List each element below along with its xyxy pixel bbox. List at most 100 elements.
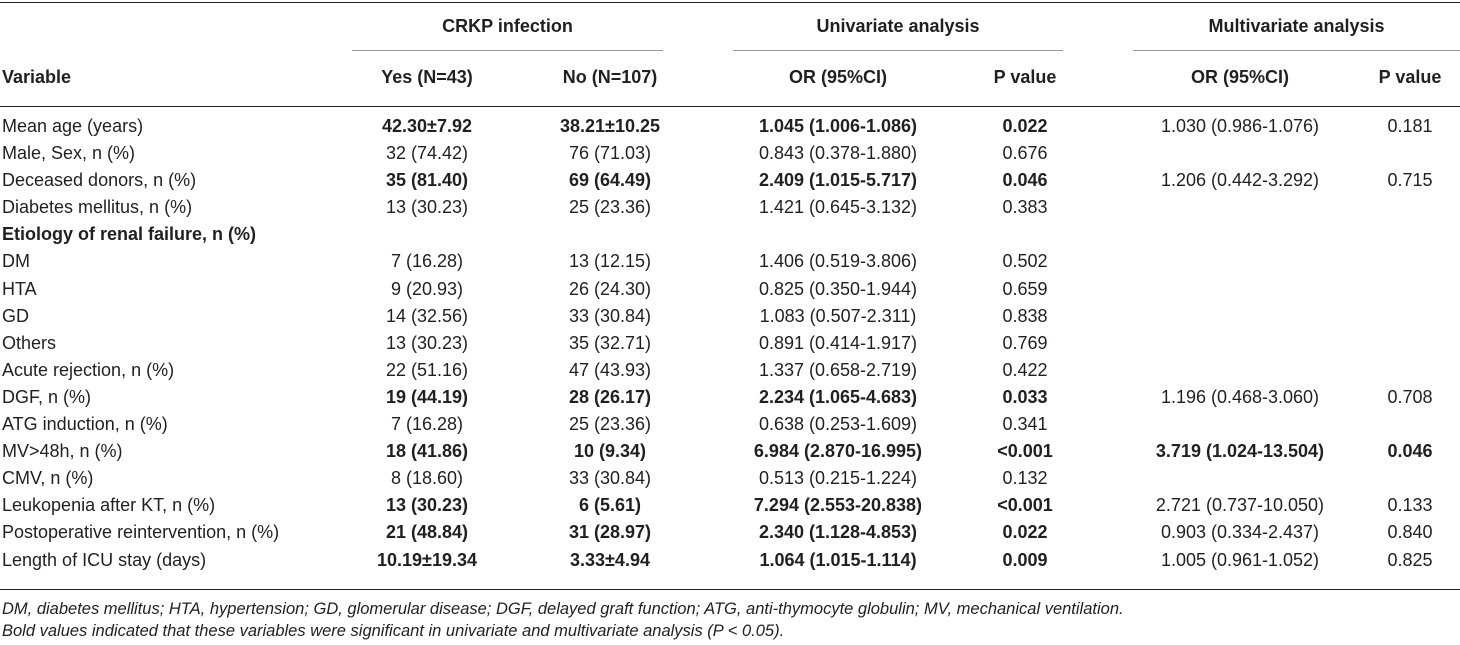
cell-uni-p: 0.009 — [1002, 549, 1048, 570]
cell-uni-or: 0.638 (0.253-1.609) — [758, 414, 918, 435]
cell-multi-or: 1.196 (0.468-3.060) — [1160, 386, 1320, 407]
cell-variable: Male, Sex, n (%) — [2, 143, 136, 164]
cell-yes: 42.30±7.92 — [382, 116, 472, 136]
cell-no: 47 (43.93) — [568, 359, 652, 380]
cell-multi-p: 0.715 — [1387, 170, 1433, 191]
group-header-multivariate: Multivariate analysis — [1208, 16, 1385, 36]
cell-multi-or: 1.030 (0.986-1.076) — [1160, 116, 1320, 136]
group-header-crkp: CRKP infection — [442, 16, 573, 36]
cell-variable: Etiology of renal failure, n (%) — [2, 224, 257, 245]
cell-variable: Acute rejection, n (%) — [2, 359, 175, 380]
table-row: MV>48h, n (%) 18 (41.86) 10 (9.34) 6.984… — [0, 438, 1460, 465]
cell-variable: MV>48h, n (%) — [2, 441, 123, 462]
cell-no: 13 (12.15) — [568, 251, 652, 272]
cell-variable: Deceased donors, n (%) — [2, 170, 197, 191]
cell-no: 6 (5.61) — [578, 495, 642, 516]
cell-uni-or: 0.513 (0.215-1.224) — [758, 468, 918, 489]
cell-uni-p: 0.659 — [1002, 278, 1048, 299]
cell-uni-or: 0.825 (0.350-1.944) — [758, 278, 918, 299]
cell-yes: 14 (32.56) — [385, 305, 469, 326]
group-header-univariate: Univariate analysis — [816, 16, 980, 36]
cell-no: 33 (30.84) — [568, 305, 652, 326]
cell-multi-p: 0.046 — [1387, 441, 1433, 462]
table-row: Etiology of renal failure, n (%) — [0, 221, 1460, 248]
cell-uni-or: 1.045 (1.006-1.086) — [758, 116, 918, 136]
cell-uni-or: 1.421 (0.645-3.132) — [758, 197, 918, 218]
cell-uni-or: 1.337 (0.658-2.719) — [758, 359, 918, 380]
cell-no: 26 (24.30) — [568, 278, 652, 299]
top-rule — [0, 2, 1460, 3]
cell-multi-p: 0.840 — [1387, 522, 1433, 543]
table-row: Acute rejection, n (%) 22 (51.16) 47 (43… — [0, 357, 1460, 384]
table-row: Others 13 (30.23) 35 (32.71) 0.891 (0.41… — [0, 330, 1460, 357]
cell-variable: GD — [2, 305, 29, 326]
cell-multi-p: 0.708 — [1387, 386, 1433, 407]
cell-yes: 13 (30.23) — [385, 495, 469, 516]
cell-yes: 7 (16.28) — [390, 414, 464, 435]
cell-uni-or: 1.406 (0.519-3.806) — [758, 251, 918, 272]
cell-variable: Others — [2, 332, 57, 353]
cell-uni-p: <0.001 — [997, 495, 1053, 516]
cell-yes: 22 (51.16) — [385, 359, 469, 380]
group-rule-multivariate — [1133, 50, 1460, 51]
table-row: Deceased donors, n (%) 35 (81.40) 69 (64… — [0, 167, 1460, 194]
cell-variable: Mean age (years) — [2, 116, 144, 136]
table-body: Mean age (years) 42.30±7.92 38.21±10.25 … — [0, 113, 1460, 574]
cell-variable: Postoperative reintervention, n (%) — [2, 522, 280, 543]
col-header-uni-or: OR (95%CI) — [788, 67, 887, 87]
cell-multi-or: 3.719 (1.024-13.504) — [1155, 441, 1325, 462]
col-header-multi-or: OR (95%CI) — [1190, 67, 1289, 87]
cell-variable: Length of ICU stay (days) — [2, 549, 207, 570]
cell-variable: Diabetes mellitus, n (%) — [2, 197, 193, 218]
cell-yes: 18 (41.86) — [385, 441, 469, 462]
cell-yes: 7 (16.28) — [390, 251, 464, 272]
cell-uni-p: 0.769 — [1002, 332, 1048, 353]
cell-uni-or: 2.409 (1.015-5.717) — [758, 170, 918, 191]
cell-no: 3.33±4.94 — [570, 549, 650, 570]
table-row: GD 14 (32.56) 33 (30.84) 1.083 (0.507-2.… — [0, 303, 1460, 330]
cell-uni-p: 0.341 — [1002, 414, 1048, 435]
cell-uni-or: 2.234 (1.065-4.683) — [758, 386, 918, 407]
cell-variable: CMV, n (%) — [2, 468, 94, 489]
table-row: Mean age (years) 42.30±7.92 38.21±10.25 … — [0, 113, 1460, 140]
cell-no: 25 (23.36) — [568, 197, 652, 218]
cell-uni-p: 0.046 — [1002, 170, 1048, 191]
table-row: DM 7 (16.28) 13 (12.15) 1.406 (0.519-3.8… — [0, 248, 1460, 275]
group-rule-crkp — [352, 50, 663, 51]
cell-uni-p: 0.422 — [1002, 359, 1048, 380]
cell-uni-p: <0.001 — [997, 441, 1053, 462]
footnote-bold-note: Bold values indicated that these variabl… — [2, 622, 785, 640]
cell-multi-or: 0.903 (0.334-2.437) — [1160, 522, 1320, 543]
table-bottom-rule — [0, 589, 1460, 590]
cell-uni-or: 6.984 (2.870-16.995) — [753, 441, 923, 462]
table-row: Leukopenia after KT, n (%) 13 (30.23) 6 … — [0, 492, 1460, 519]
table-row: Diabetes mellitus, n (%) 13 (30.23) 25 (… — [0, 194, 1460, 221]
cell-yes: 10.19±19.34 — [377, 549, 477, 570]
cell-uni-or: 0.843 (0.378-1.880) — [758, 143, 918, 164]
cell-yes: 9 (20.93) — [390, 278, 464, 299]
cell-uni-p: 0.132 — [1002, 468, 1048, 489]
cell-uni-p: 0.033 — [1002, 386, 1048, 407]
cell-uni-p: 0.022 — [1002, 116, 1048, 136]
table-row: Length of ICU stay (days) 10.19±19.34 3.… — [0, 547, 1460, 574]
cell-yes: 13 (30.23) — [385, 332, 469, 353]
cell-uni-p: 0.383 — [1002, 197, 1048, 218]
table-row: Postoperative reintervention, n (%) 21 (… — [0, 519, 1460, 546]
col-header-no: No (N=107) — [562, 67, 658, 87]
cell-uni-or: 7.294 (2.553-20.838) — [753, 495, 923, 516]
cell-multi-or: 1.206 (0.442-3.292) — [1160, 170, 1320, 191]
cell-no: 31 (28.97) — [568, 522, 652, 543]
cell-no: 69 (64.49) — [568, 170, 652, 191]
cell-variable: ATG induction, n (%) — [2, 414, 168, 435]
table-row: CMV, n (%) 8 (18.60) 33 (30.84) 0.513 (0… — [0, 465, 1460, 492]
table-row: HTA 9 (20.93) 26 (24.30) 0.825 (0.350-1.… — [0, 276, 1460, 303]
cell-no: 28 (26.17) — [568, 386, 652, 407]
table-row: Male, Sex, n (%) 32 (74.42) 76 (71.03) 0… — [0, 140, 1460, 167]
cell-multi-p: 0.133 — [1387, 495, 1433, 516]
table-row: ATG induction, n (%) 7 (16.28) 25 (23.36… — [0, 411, 1460, 438]
col-header-multi-p: P value — [1378, 67, 1442, 87]
cell-yes: 21 (48.84) — [385, 522, 469, 543]
col-header-yes: Yes (N=43) — [381, 67, 473, 87]
cell-no: 76 (71.03) — [568, 143, 652, 164]
cell-uni-or: 0.891 (0.414-1.917) — [758, 332, 918, 353]
